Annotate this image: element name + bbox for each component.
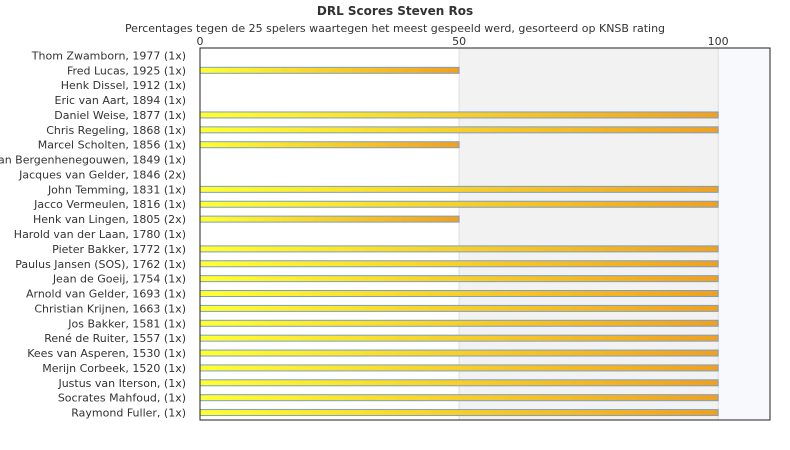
category-label: Harold van der Laan, 1780 (1x) — [14, 228, 186, 241]
plot-frame — [199, 47, 771, 421]
bar[interactable] — [199, 304, 719, 312]
category-label: Arnold van Gelder, 1693 (1x) — [26, 288, 186, 301]
category-label: Jean de Goeij, 1754 (1x) — [52, 273, 186, 286]
x-tick-label: 100 — [708, 35, 729, 48]
bar[interactable] — [199, 111, 719, 119]
category-label: Marcel Scholten, 1856 (1x) — [38, 139, 186, 152]
bar[interactable] — [199, 260, 719, 268]
axes — [199, 47, 771, 421]
bar[interactable] — [199, 349, 719, 357]
category-label: Henk van Lingen, 1805 (2x) — [33, 213, 186, 226]
x-tick-label: 50 — [452, 35, 466, 48]
plot-band — [718, 48, 770, 420]
bar[interactable] — [199, 290, 719, 298]
category-label: Pieter Bakker, 1772 (1x) — [52, 243, 186, 256]
bars — [199, 66, 719, 417]
bar[interactable] — [199, 185, 719, 193]
category-label: Henk Dissel, 1912 (1x) — [61, 79, 186, 92]
chart-title: DRL Scores Steven Ros — [316, 4, 474, 18]
category-label: Socrates Mahfoud, (1x) — [58, 392, 186, 405]
category-label: Jacco Vermeulen, 1816 (1x) — [33, 198, 186, 211]
bar[interactable] — [199, 126, 719, 134]
plot-background — [200, 48, 770, 420]
category-label: Raymond Fuller, (1x) — [71, 407, 186, 420]
category-label: Jos Bakker, 1581 (1x) — [67, 317, 186, 330]
bar[interactable] — [199, 245, 719, 253]
chart-subtitle: Percentages tegen de 25 spelers waartege… — [124, 22, 666, 35]
category-label: Jacques van Gelder, 1846 (2x) — [18, 168, 186, 181]
bar[interactable] — [199, 364, 719, 372]
plot-band — [200, 48, 460, 420]
bar[interactable] — [199, 141, 460, 149]
category-label: Chris Regeling, 1868 (1x) — [46, 124, 186, 137]
category-label: John Temming, 1831 (1x) — [47, 183, 186, 196]
category-label: Daniel Weise, 1877 (1x) — [54, 109, 186, 122]
category-label: René de Ruiter, 1557 (1x) — [44, 332, 186, 345]
bar[interactable] — [199, 409, 719, 417]
plot-band — [459, 48, 719, 420]
category-label: Eric van Aart, 1894 (1x) — [55, 94, 186, 107]
x-tick-label: 0 — [197, 35, 204, 48]
category-label: Jan van Bergenhenegouwen, 1849 (1x) — [0, 154, 186, 167]
category-labels: Thom Zwamborn, 1977 (1x) Fred Lucas, 1925… — [0, 49, 186, 419]
category-label: Thom Zwamborn, 1977 (1x) — [31, 49, 186, 62]
bar[interactable] — [199, 66, 460, 74]
category-label: Kees van Asperen, 1530 (1x) — [27, 347, 186, 360]
category-label: Merijn Corbeek, 1520 (1x) — [42, 362, 186, 375]
bar[interactable] — [199, 334, 719, 342]
category-label: Paulus Jansen (SOS), 1762 (1x) — [15, 258, 186, 271]
category-label: Justus van Iterson, (1x) — [57, 377, 186, 390]
bar[interactable] — [199, 379, 719, 387]
bar[interactable] — [199, 319, 719, 327]
bar[interactable] — [199, 275, 719, 283]
category-label: Fred Lucas, 1925 (1x) — [67, 64, 186, 77]
tick-labels: 0 50 100 — [197, 35, 729, 48]
bar[interactable] — [199, 200, 719, 208]
category-label: Christian Krijnen, 1663 (1x) — [34, 302, 186, 315]
bar[interactable] — [199, 394, 719, 402]
bar[interactable] — [199, 215, 460, 223]
